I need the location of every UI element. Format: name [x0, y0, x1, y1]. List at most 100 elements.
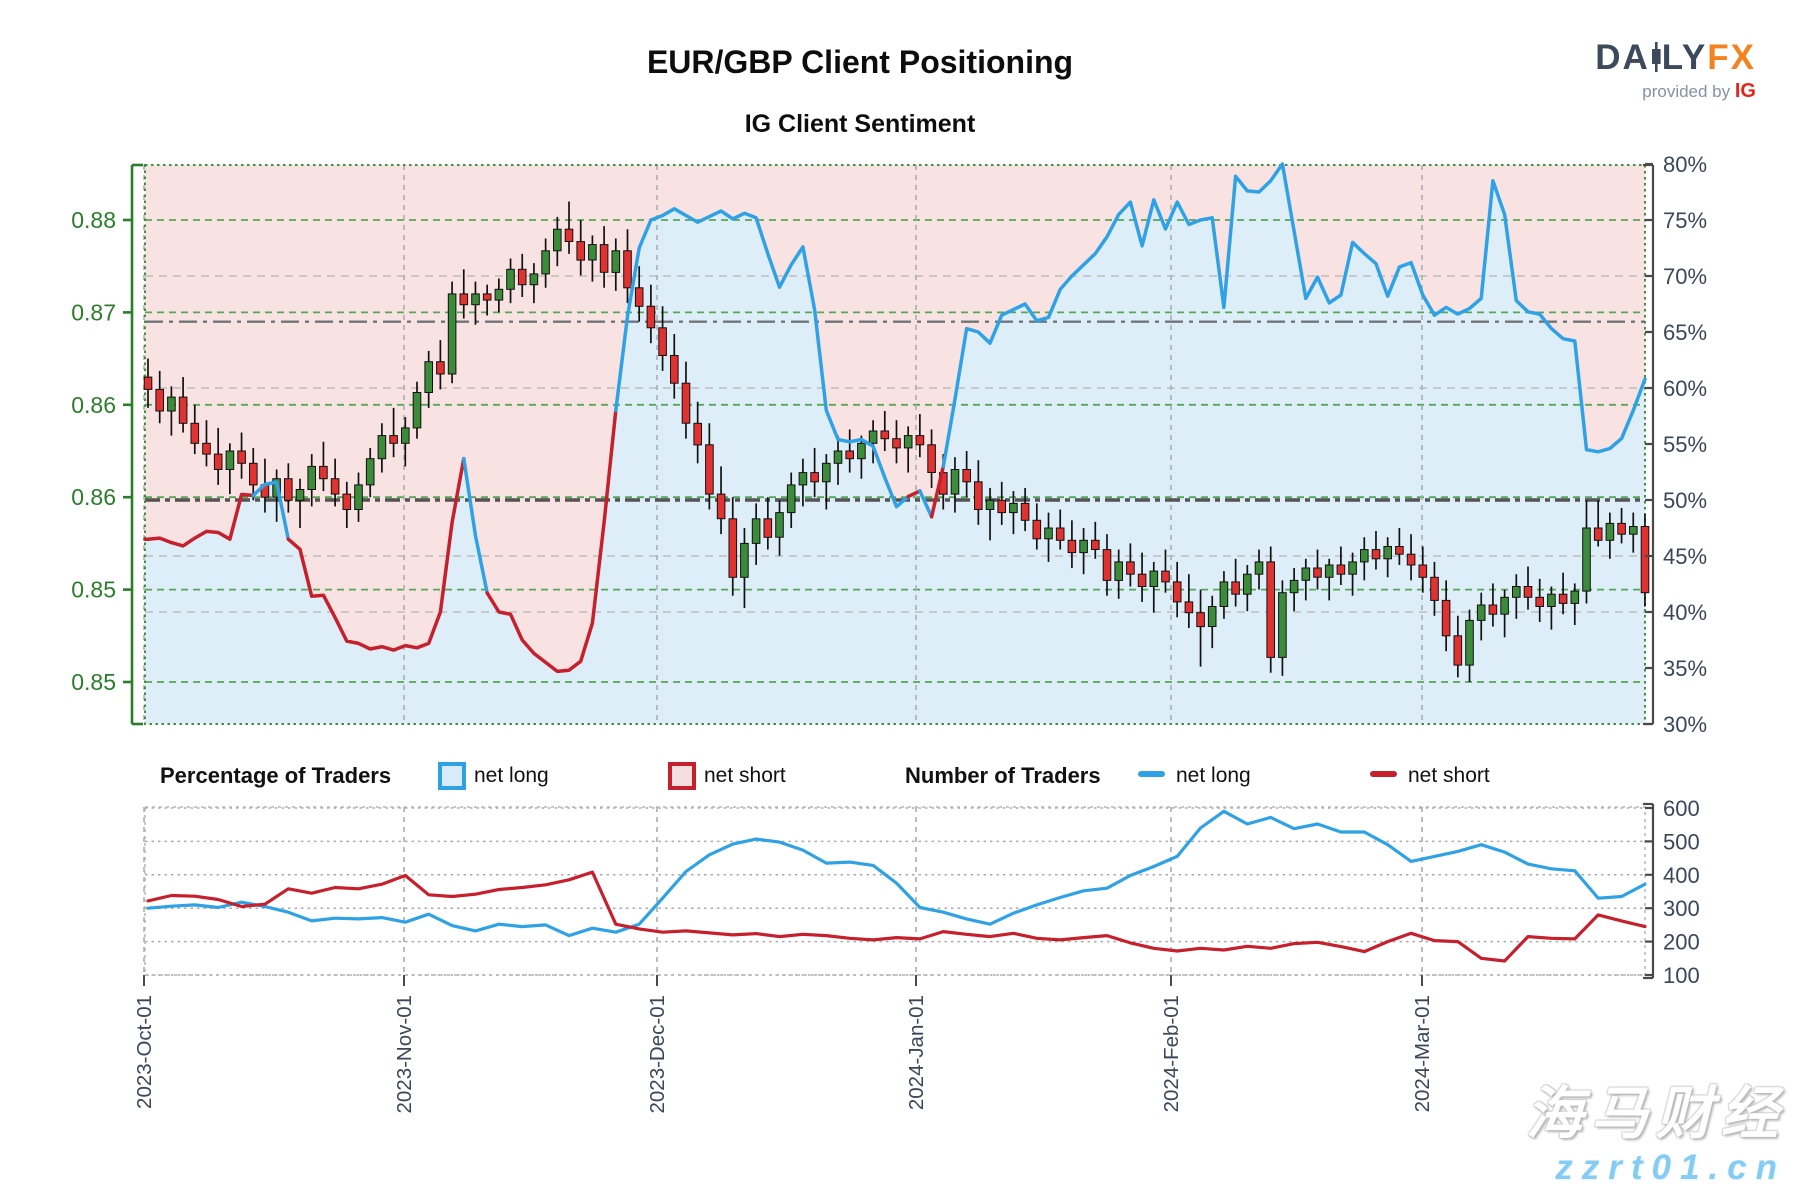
candle-down	[576, 241, 586, 261]
candle-down	[1102, 549, 1112, 581]
logo-fx-text: FX	[1707, 38, 1756, 77]
candle-up	[1465, 619, 1474, 666]
candle-down	[1196, 612, 1205, 628]
watermark: 海马财经 zzrt01.cn	[1526, 1082, 1786, 1188]
date-tick-label: 2024-Mar-01	[1411, 995, 1434, 1112]
candle-down	[436, 361, 445, 375]
traders-net-long-line	[146, 809, 1647, 938]
candle-up	[1605, 522, 1615, 541]
candle-down	[1640, 526, 1650, 594]
count-tick-label: 100	[1663, 963, 1700, 988]
candle-down	[880, 430, 890, 440]
candle-down	[155, 388, 164, 412]
candle-down	[342, 493, 352, 511]
candle-down	[1395, 546, 1404, 555]
price-tick-label: 0.88	[71, 207, 116, 233]
candle-down	[1266, 561, 1276, 658]
candle-up	[424, 361, 433, 394]
candle-down	[517, 268, 527, 286]
candle-down	[892, 438, 901, 449]
candle-up	[354, 484, 363, 510]
candle-up	[1476, 604, 1486, 621]
candle-down	[1336, 564, 1346, 575]
candlestick-icon	[1650, 42, 1662, 72]
candle-up	[494, 288, 504, 301]
candle-down	[658, 327, 667, 356]
candle-up	[857, 442, 866, 460]
candle-up	[1009, 502, 1018, 514]
candle-up	[1547, 593, 1556, 608]
page-title: EUR/GBP Client Positioning	[646, 44, 1074, 80]
candle-up	[365, 458, 375, 486]
pct-tick-label: 80%	[1663, 152, 1707, 177]
candle-up	[1582, 527, 1591, 592]
candle-down	[681, 382, 691, 424]
traders-net-short-line	[146, 870, 1647, 963]
net-long-pct-segment	[251, 480, 291, 541]
candle-up	[1500, 596, 1509, 615]
traders-plot-border	[144, 806, 1646, 976]
candle-up	[167, 396, 176, 412]
pct-tick-label: 70%	[1663, 264, 1707, 289]
candle-up	[1219, 581, 1229, 608]
candle-down	[1032, 519, 1042, 540]
pct-tick-label: 50%	[1663, 488, 1707, 513]
candle-up	[740, 542, 749, 578]
legend-pct-net-short-label: net short	[704, 764, 786, 787]
candles	[143, 201, 1650, 682]
legend-percentage-header: Percentage of Traders	[160, 763, 392, 788]
candle-down	[1523, 586, 1533, 598]
candle-down	[1172, 581, 1182, 603]
candle-up	[1044, 527, 1053, 540]
candle-up	[1348, 561, 1357, 575]
count-tick-label: 400	[1663, 863, 1700, 888]
candle-down	[623, 250, 632, 289]
candle-up	[1289, 579, 1299, 594]
count-tick-label: 300	[1663, 896, 1700, 921]
candle-down	[389, 435, 398, 444]
candle-up	[1512, 586, 1521, 598]
chart-subtitle: IG Client Sentiment	[744, 110, 976, 138]
candle-down	[670, 355, 679, 384]
candle-up	[822, 462, 831, 483]
net-long-line-icon	[1138, 771, 1165, 777]
candle-down	[190, 422, 200, 444]
candle-up	[412, 392, 422, 429]
candle-down	[716, 493, 726, 520]
candle-up	[798, 472, 808, 486]
candle-up	[1149, 570, 1159, 587]
candle-up	[447, 293, 457, 375]
candle-down	[178, 396, 188, 424]
candle-up	[553, 228, 562, 252]
pct-tick-label: 75%	[1663, 208, 1707, 233]
candle-up	[588, 244, 597, 261]
main-plot-border	[144, 164, 1646, 725]
candle-down	[705, 444, 714, 495]
candle-down	[482, 293, 492, 301]
candle-up	[1114, 561, 1124, 581]
candle-down	[202, 442, 211, 455]
candle-down	[1535, 596, 1545, 607]
net-long-pct-segment	[941, 162, 1647, 469]
candle-down	[1055, 527, 1065, 541]
candle-down	[237, 450, 246, 464]
candle-down	[1406, 553, 1416, 566]
provided-by-text: provided by	[1642, 82, 1731, 101]
candle-down	[143, 376, 153, 390]
candle-up	[751, 518, 761, 544]
net-long-pct-segment	[614, 207, 910, 509]
candle-down	[1441, 599, 1451, 637]
pct-tick-label: 60%	[1663, 376, 1707, 401]
count-tick-label: 600	[1663, 796, 1700, 821]
traders-chart: 600 500 400 300 200 100	[144, 796, 1700, 988]
candle-down	[1067, 539, 1077, 554]
candle-down	[1453, 635, 1463, 666]
candle-up	[307, 465, 316, 490]
candle-down	[319, 465, 328, 480]
watermark-line1: 海马财经	[1526, 1082, 1786, 1146]
candle-down	[962, 469, 972, 483]
candle-up	[471, 293, 480, 306]
net-short-line-icon	[1370, 771, 1397, 777]
candle-down	[763, 518, 773, 538]
